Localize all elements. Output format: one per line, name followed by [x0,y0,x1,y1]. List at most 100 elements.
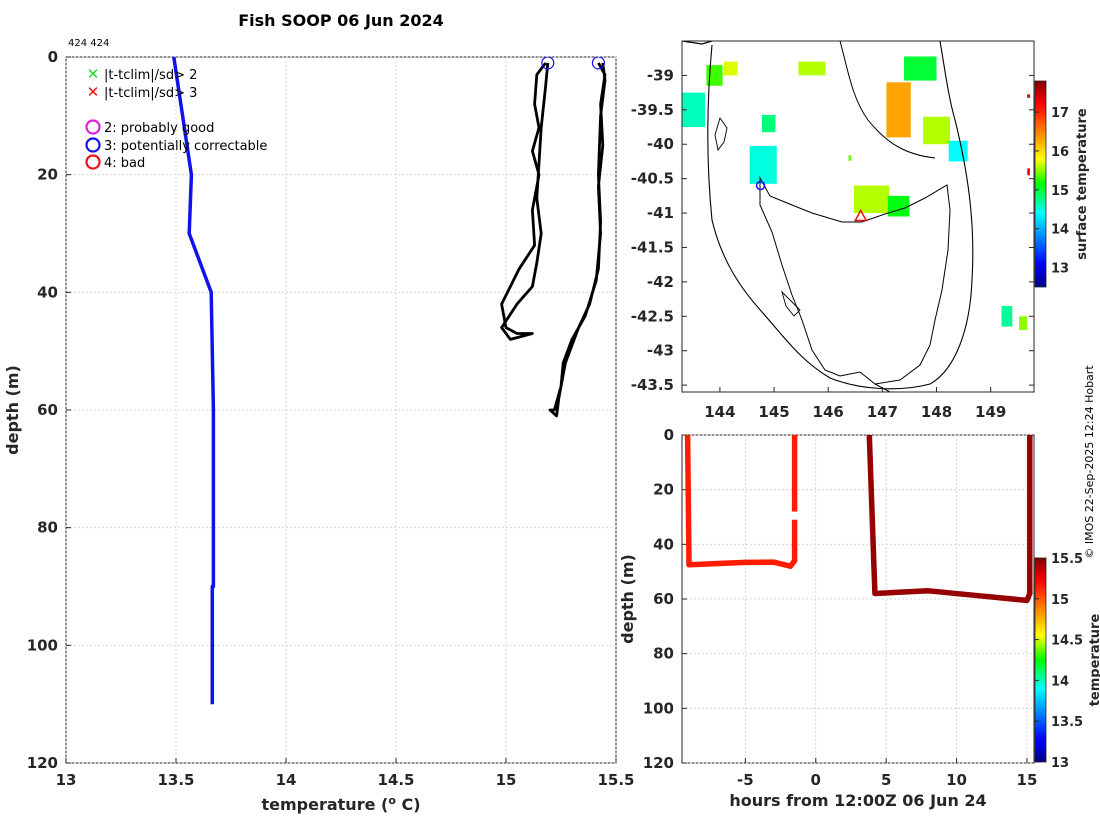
map-xtick-label: 148 [921,403,952,421]
map-xtick-label: 145 [758,403,789,421]
map-colorbar [1034,80,1047,288]
legend-cross3-icon: ✕ [87,83,100,101]
credit-text: © IMOS 22-Sep-2025 12:24 Hobart [1083,365,1096,559]
map-ytick-label: -39.5 [631,101,674,119]
legend-qc4-label: 4: bad [104,156,145,171]
profile-ytick-label: 20 [37,166,58,184]
depth-time-xtick-label: 15 [1017,771,1038,789]
profile-xtick-label: 14.5 [377,771,414,789]
depth-time-ytick-label: 60 [653,590,674,608]
map-colorbar-label: surface temperature [1075,108,1090,260]
sst-cell [886,82,911,138]
depth-time-ytick-label: 0 [664,426,674,444]
map-coastline [682,41,974,392]
map-colorbar-tick-label: 14 [1051,223,1069,238]
legend-qc3-label: 3: potentially correctable [104,139,267,154]
sst-cell [922,116,951,145]
legend-qc2-circle-icon [85,119,101,135]
map-panel: 144 145 146 147 148 149 -39 -39.5 -40 -40.5 -41 -4… [631,40,1090,421]
legend-qc2-label: 2: probably good [104,121,214,136]
sst-cell [682,92,706,128]
depth-time-panel: -5 0 5 10 15 0 20 40 60 80 100 120 hours from 12:0… [618,426,1100,810]
figure-title: Fish SOOP 06 Jun 2024 [238,11,444,30]
depth-time-colorbar-tick-label: 14.5 [1051,634,1083,649]
sst-cell [749,145,777,184]
profile-xlabel: temperature (o C) [261,794,420,815]
profile-legend: ✕ |t-tclim|/sd> 2 ✕ |t-tclim|/sd> 3 2: p… [85,65,267,171]
sst-cell [848,155,852,161]
map-ytick-label: -42.5 [631,307,674,325]
map-ytick-label: -41.5 [631,238,674,256]
profile-ytick-label: 40 [37,283,58,301]
map-ytick-label: -40.5 [631,170,674,188]
map-ytick-label: -42 [647,273,674,291]
map-colorbar-tick-label: 16 [1051,145,1069,160]
sst-cell [948,140,968,162]
depth-time-ylabel: depth (m) [618,554,637,644]
depth-time-track-1 [684,435,798,569]
depth-time-xtick-label: -5 [737,771,754,789]
map-colorbar-tick-label: 17 [1051,106,1069,121]
map-xtick-label: 146 [813,403,844,421]
depth-time-ytick-label: 40 [653,535,674,553]
depth-time-xtick-label: 0 [811,771,821,789]
profile-panel: 13 13.5 14 14.5 15 15.5 0 20 40 60 80 100 120 tempe… [3,48,635,814]
profile-xtick-label: 14 [276,771,297,789]
depth-time-colorbar-tick-label: 13.5 [1051,715,1083,730]
sst-cell [723,61,738,76]
profile-ytick-label: 0 [48,48,58,66]
sst-cell [1027,168,1030,176]
sst-cell [904,56,937,81]
map-ytick-label: -43 [647,342,674,360]
depth-time-ytick-label: 80 [653,645,674,663]
depth-time-ytick-label: 20 [653,481,674,499]
depth-time-colorbar-tick-label: 13 [1051,756,1069,771]
map-ytick-label: -41 [647,204,674,222]
map-ytick-label: -39 [647,66,674,84]
map-ytick-label: -43.5 [631,376,674,394]
sst-cell [853,185,890,214]
depth-time-ytick-label: 100 [643,699,674,717]
depth-time-xtick-label: 10 [946,771,967,789]
sst-cell [887,195,910,217]
sst-cell [1027,94,1030,98]
legend-qc4-circle-icon [85,154,101,170]
map-xtick-label: 147 [867,403,898,421]
profile-ytick-label: 80 [37,519,58,537]
profile-ytick-label: 120 [27,754,58,772]
profile-xtick-label: 13 [56,771,77,789]
legend-flag2-label: |t-tclim|/sd> 2 [104,68,197,83]
profile-xtick-label: 13.5 [157,771,194,789]
map-qc3-marker [755,180,766,191]
map-ytick-label: -40 [647,135,674,153]
legend-flag3-label: |t-tclim|/sd> 3 [104,86,197,101]
depth-time-ytick-label: 120 [643,754,674,772]
profile-line-1 [500,62,550,341]
sst-cell [1001,305,1013,327]
legend-qc3-circle-icon [85,137,101,153]
profile-line-2 [548,62,607,418]
depth-time-xtick-label: 5 [881,771,891,789]
profile-ytick-label: 100 [27,636,58,654]
profile-plot-frame [65,56,617,764]
profile-xtick-label: 15.5 [597,771,634,789]
sst-cell [761,114,776,133]
corner-label: 424 424 [68,38,109,49]
legend-cross2-icon: ✕ [87,65,100,83]
depth-time-colorbar-tick-label: 15 [1051,593,1069,608]
climatology-line [172,57,216,705]
profile-qc3-marker [591,57,605,70]
profile-ylabel: depth (m) [3,365,22,455]
map-colorbar-tick-label: 15 [1051,184,1069,199]
depth-time-xlabel: hours from 12:00Z 06 Jun 24 [729,791,986,810]
profile-ytick-label: 60 [37,401,58,419]
profile-xtick-label: 15 [496,771,517,789]
map-xtick-label: 149 [975,403,1006,421]
sst-cell [1019,316,1028,331]
depth-time-track-2 [866,435,1033,604]
map-xtick-label: 144 [704,403,735,421]
sst-cell [798,61,826,76]
depth-time-colorbar-label: temperature [1088,614,1100,707]
